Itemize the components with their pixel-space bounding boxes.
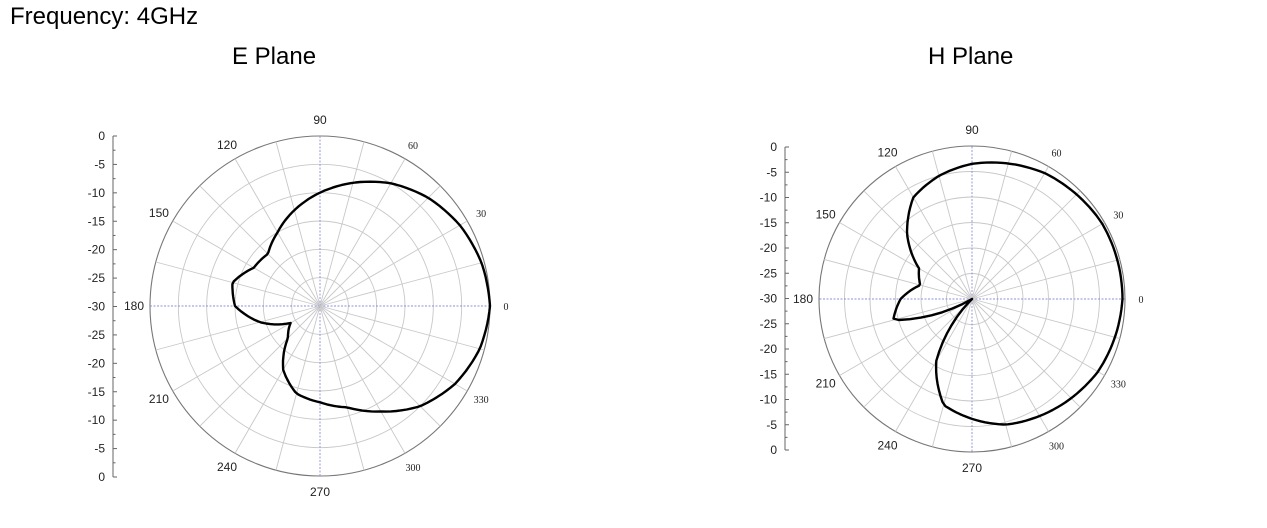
h-angle-label-30: 30 [1113,211,1123,222]
e-grid-spoke [234,305,321,454]
h-radial-label: -5 [766,418,777,432]
frequency-label: Frequency: 4GHz [10,3,199,30]
h-grid-spoke [839,222,973,300]
h-angle-label-90: 90 [965,123,979,137]
e-radial-label: 0 [98,470,105,484]
h-grid-spoke [863,298,973,408]
e-angle-label-60: 60 [408,141,418,152]
h-grid-spoke [971,151,1013,300]
h-grid-spoke [895,166,973,300]
h-grid-spoke [824,258,973,300]
h-radial-label: -10 [760,393,778,407]
e-grid-spoke [275,305,321,471]
e-angle-label-90: 90 [313,113,327,127]
h-radial-label: -20 [760,241,778,255]
e-grid-spoke [319,220,468,307]
e-angle-label-330: 330 [474,395,489,406]
h-grid-spoke [971,166,1049,300]
h-grid-spoke [971,298,1013,447]
e-grid-spoke [319,305,406,454]
h-radial-label: -10 [760,191,778,205]
h-radial-label: -20 [760,342,778,356]
h-angle-label-60: 60 [1052,149,1062,160]
e-radial-label: -5 [94,157,105,171]
e-grid-spoke [199,305,321,427]
h-radial-label: -25 [760,266,778,280]
e-radial-label: -25 [88,271,106,285]
h-grid-spoke [863,190,973,300]
e-angle-label-210: 210 [149,392,169,406]
h-radial-label: 0 [770,443,777,457]
h-angle-label-150: 150 [816,208,836,222]
e-plane-title: E Plane [232,43,317,70]
e-angle-label-300: 300 [406,463,421,474]
e-grid-spoke [172,305,321,392]
e-angle-label-120: 120 [217,138,237,152]
e-grid-spoke [319,261,485,307]
e-angle-label-150: 150 [149,206,169,220]
e-radial-label: 0 [98,129,105,143]
e-radial-label: -15 [88,385,106,399]
h-radial-label: -30 [760,292,778,306]
e-angle-label-240: 240 [217,460,237,474]
h-radial-label: -5 [766,165,777,179]
h-grid-spoke [971,190,1081,300]
e-radial-label: -25 [88,328,106,342]
e-grid-spoke [319,185,441,307]
e-angle-label-0: 0 [504,302,509,313]
h-grid-spoke [895,298,973,432]
h-radial-label: -15 [760,216,778,230]
h-plane-title: H Plane [928,43,1014,70]
e-angle-label-180: 180 [124,299,144,313]
h-radial-label: 0 [770,140,777,154]
e-radial-label: -15 [88,214,106,228]
e-radial-label: -20 [88,243,106,257]
e-radial-label: -5 [94,442,105,456]
e-radial-label: -30 [88,300,106,314]
h-grid-spoke [971,298,1081,408]
h-radial-label: -25 [760,317,778,331]
e-grid-spoke [155,305,321,351]
h-grid-ring [895,222,1049,376]
h-angle-label-120: 120 [877,146,897,160]
h-grid-spoke [971,298,1120,340]
e-grid-spoke [319,305,468,392]
e-grid-spoke [199,185,321,307]
e-grid-spoke [275,141,321,307]
h-angle-label-210: 210 [816,377,836,391]
h-pattern-line [892,161,1124,426]
e-grid-spoke [319,141,365,307]
h-grid-ring [818,145,1126,453]
h-angle-label-180: 180 [793,292,813,306]
e-grid-spoke [319,305,485,351]
h-angle-label-270: 270 [962,461,982,475]
h-grid-spoke [971,222,1105,300]
e-radial-label: -10 [88,413,106,427]
e-radial-label: -10 [88,186,106,200]
e-angle-label-270: 270 [310,485,330,499]
h-grid-spoke [971,298,1049,432]
h-angle-label-300: 300 [1049,441,1064,452]
h-grid-spoke [931,298,973,447]
h-grid-spoke [839,298,973,376]
e-grid-spoke [155,261,321,307]
h-angle-label-330: 330 [1111,380,1126,391]
e-grid-spoke [319,305,365,471]
h-grid-spoke [971,258,1120,300]
h-radial-label: -15 [760,367,778,381]
h-angle-label-0: 0 [1139,295,1144,306]
e-pattern-line [231,180,492,413]
h-angle-label-240: 240 [877,438,897,452]
e-angle-label-30: 30 [476,209,486,220]
h-grid-spoke [971,298,1105,376]
e-grid-spoke [172,220,321,307]
e-radial-label: -20 [88,356,106,370]
